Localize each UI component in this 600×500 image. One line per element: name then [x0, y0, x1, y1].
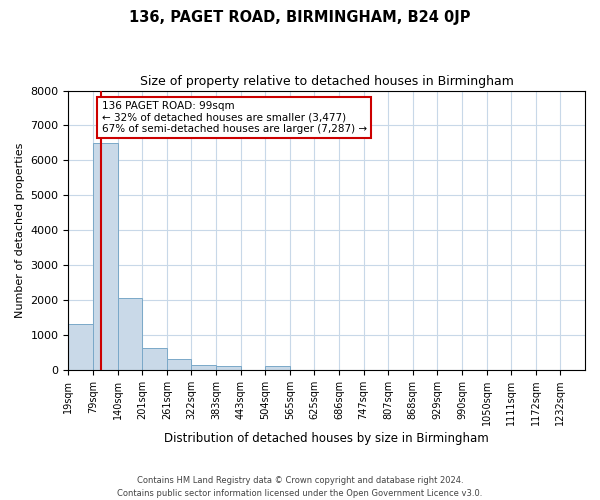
Bar	[216, 366, 241, 370]
Bar	[167, 360, 191, 370]
Y-axis label: Number of detached properties: Number of detached properties	[15, 142, 25, 318]
Title: Size of property relative to detached houses in Birmingham: Size of property relative to detached ho…	[140, 75, 514, 88]
Bar	[118, 298, 142, 370]
Bar	[142, 348, 167, 370]
Bar	[93, 143, 118, 370]
Text: 136 PAGET ROAD: 99sqm
← 32% of detached houses are smaller (3,477)
67% of semi-d: 136 PAGET ROAD: 99sqm ← 32% of detached …	[101, 101, 367, 134]
Bar	[265, 366, 290, 370]
Text: 136, PAGET ROAD, BIRMINGHAM, B24 0JP: 136, PAGET ROAD, BIRMINGHAM, B24 0JP	[129, 10, 471, 25]
X-axis label: Distribution of detached houses by size in Birmingham: Distribution of detached houses by size …	[164, 432, 489, 445]
Bar	[68, 324, 93, 370]
Bar	[191, 366, 216, 370]
Text: Contains HM Land Registry data © Crown copyright and database right 2024.
Contai: Contains HM Land Registry data © Crown c…	[118, 476, 482, 498]
